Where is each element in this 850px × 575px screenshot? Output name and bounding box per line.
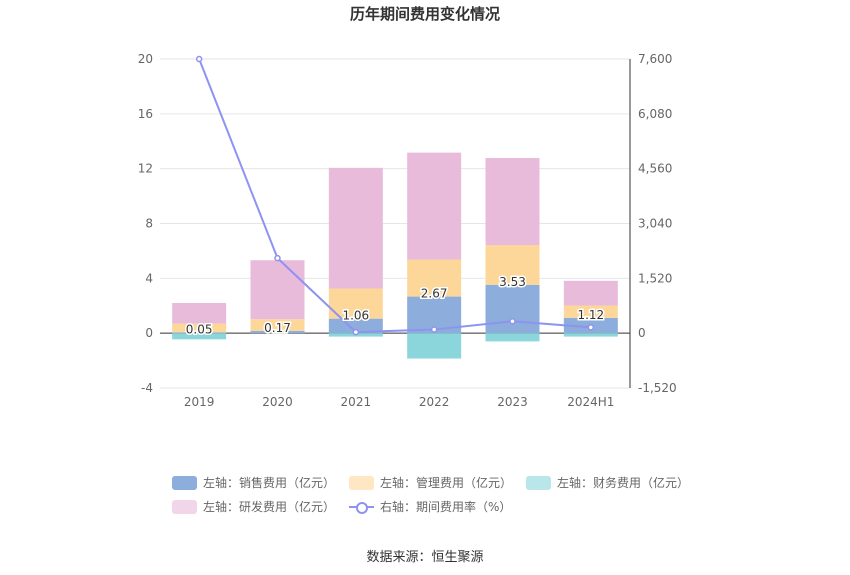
left-axis-tick: 16	[138, 107, 153, 121]
source-note: 数据来源：恒生聚源	[366, 550, 484, 565]
bar-segment	[485, 245, 540, 285]
chart-title: 历年期间费用变化情况	[350, 5, 500, 23]
line-point	[587, 324, 595, 331]
legend-swatch	[526, 475, 552, 490]
bar-segment	[172, 323, 227, 333]
right-axis-tick: -1,520	[638, 381, 677, 395]
left-axis-tick: 8	[145, 217, 153, 231]
bar-segment	[563, 333, 618, 337]
data-label: 0.17	[264, 321, 291, 335]
bar-segment	[172, 303, 227, 324]
bar-segment	[172, 332, 227, 334]
left-axis-tick: 0	[145, 326, 153, 340]
x-axis-tick: 2019	[184, 395, 215, 409]
right-axis-tick: 1,520	[638, 271, 672, 285]
legend-swatch	[349, 475, 375, 490]
legend-item[interactable]: 左轴：销售费用（亿元）	[172, 474, 335, 491]
legend-item[interactable]: 左轴：财务费用（亿元）	[526, 474, 689, 491]
bar-segment	[563, 305, 618, 318]
data-label: 1.12	[577, 308, 604, 322]
line-series	[198, 58, 591, 334]
data-label: 0.05	[186, 322, 213, 336]
bar-segment	[563, 280, 618, 306]
bar-segment	[407, 259, 462, 297]
bar-segment	[250, 330, 305, 334]
line-point	[195, 55, 203, 63]
legend-label: 左轴：财务费用（亿元）	[557, 476, 690, 490]
data-label: 2.67	[421, 287, 448, 301]
legend-label: 右轴：期间费用率（%）	[380, 500, 512, 514]
bar-segment	[250, 319, 305, 331]
legend-item[interactable]: 左轴：研发费用（亿元）	[172, 498, 335, 515]
bar-segment	[328, 288, 383, 319]
bar-segment	[250, 260, 305, 320]
bar-segment	[485, 284, 540, 334]
bar-segment	[172, 333, 227, 340]
line-point	[352, 328, 360, 336]
bar-segment	[485, 333, 540, 342]
x-axis-tick: 2022	[419, 395, 450, 409]
right-axis-tick: 4,560	[638, 162, 672, 176]
x-axis-tick: 2021	[341, 395, 372, 409]
line-point	[509, 318, 516, 325]
bar-segment	[328, 167, 383, 289]
bar-segment	[328, 318, 383, 334]
data-label: 3.53	[499, 275, 526, 289]
bar-segment	[407, 333, 462, 359]
bar-segment	[407, 152, 462, 260]
left-axis-tick: 20	[138, 52, 153, 66]
bar-segment	[485, 157, 540, 246]
line-point	[274, 254, 281, 262]
right-axis-tick: 6,080	[638, 107, 672, 121]
right-axis-tick: 7,600	[638, 52, 672, 66]
legend-swatch	[172, 475, 197, 490]
left-axis-tick: 12	[138, 162, 153, 176]
legend-item[interactable]: 左轴：管理费用（亿元）	[349, 474, 512, 491]
legend-swatch	[349, 500, 375, 514]
right-axis-tick: 3,040	[638, 217, 672, 231]
legend-label: 左轴：研发费用（亿元）	[203, 500, 336, 514]
x-axis-tick: 2020	[262, 395, 293, 409]
left-axis-tick: 4	[145, 271, 153, 285]
left-axis-tick: -4	[141, 381, 153, 395]
line-point	[430, 326, 438, 333]
x-axis-tick: 2024H1	[567, 395, 614, 409]
data-label: 1.06	[342, 309, 369, 323]
right-axis-tick: 0	[638, 326, 646, 340]
legend-label: 左轴：管理费用（亿元）	[380, 476, 513, 490]
legend-item[interactable]: 右轴：期间费用率（%）	[349, 498, 511, 515]
legend-label: 左轴：销售费用（亿元）	[203, 476, 336, 490]
legend-swatch	[172, 499, 197, 514]
x-axis-tick: 2023	[497, 395, 528, 409]
